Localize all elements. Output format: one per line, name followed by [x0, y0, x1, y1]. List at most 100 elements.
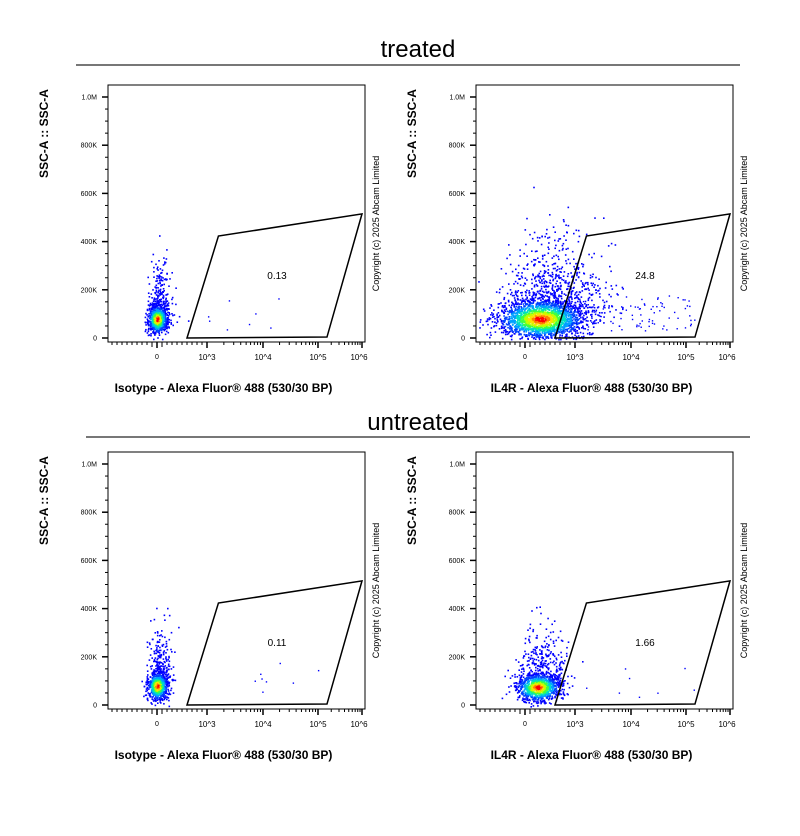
- event-dot: [555, 688, 557, 690]
- event-dot: [574, 297, 576, 300]
- event-dot: [517, 264, 520, 267]
- event-dot: [494, 317, 496, 320]
- event-dot: [553, 333, 555, 336]
- event-dot: [533, 334, 536, 337]
- event-dot: [262, 691, 264, 693]
- event-dot: [536, 312, 539, 314]
- event-dot: [158, 656, 161, 659]
- event-dot: [580, 302, 583, 304]
- event-dot: [525, 298, 527, 301]
- event-dot: [555, 338, 557, 340]
- event-dot: [152, 313, 155, 316]
- event-dot: [166, 320, 169, 323]
- event-dot: [528, 300, 531, 302]
- event-dot: [537, 275, 539, 278]
- event-dot: [164, 671, 166, 674]
- event-dot: [150, 334, 152, 337]
- event-dot: [553, 319, 556, 322]
- event-dot: [576, 271, 578, 274]
- event-dot: [547, 321, 549, 323]
- event-dot: [159, 282, 161, 285]
- event-dot: [170, 322, 172, 324]
- event-dot: [561, 278, 563, 281]
- event-dot: [569, 296, 571, 298]
- event-dot: [556, 290, 558, 292]
- event-dot: [149, 693, 152, 695]
- event-dot: [154, 300, 157, 302]
- event-dot: [523, 317, 525, 319]
- event-dot: [158, 299, 161, 301]
- event-dot: [168, 705, 171, 708]
- event-dot: [270, 327, 272, 329]
- event-dot: [569, 326, 571, 329]
- event-dot: [570, 296, 573, 299]
- event-dot: [559, 271, 561, 273]
- event-dot: [146, 309, 149, 312]
- event-dot: [537, 315, 540, 318]
- event-dot: [603, 304, 606, 307]
- event-dot: [605, 281, 607, 284]
- event-dot: [546, 319, 549, 322]
- event-dot: [532, 305, 534, 308]
- event-dot: [540, 308, 542, 310]
- event-dot: [518, 318, 521, 320]
- event-dot: [538, 315, 541, 317]
- event-dot: [651, 320, 654, 322]
- event-dot: [155, 314, 158, 317]
- event-dot: [515, 303, 518, 306]
- event-dot: [533, 673, 536, 676]
- event-dot: [568, 324, 571, 327]
- event-dot: [587, 287, 589, 290]
- event-dot: [156, 688, 159, 690]
- event-dot: [578, 291, 581, 293]
- event-dot: [499, 318, 502, 321]
- event-dot: [490, 314, 492, 316]
- event-dot: [545, 270, 547, 273]
- event-dot: [562, 219, 565, 221]
- event-dot: [554, 319, 556, 322]
- event-dot: [158, 329, 160, 332]
- event-dot: [565, 294, 567, 296]
- event-dot: [168, 699, 170, 702]
- event-dot: [514, 280, 517, 283]
- event-dot: [554, 277, 557, 280]
- event-dot: [149, 324, 152, 327]
- event-dot: [520, 307, 523, 309]
- event-dot: [599, 296, 601, 298]
- event-dot: [554, 681, 557, 684]
- event-dot: [152, 684, 155, 687]
- event-dot: [585, 233, 588, 236]
- event-dot: [150, 260, 153, 263]
- event-dot: [165, 684, 168, 686]
- event-dot: [543, 313, 545, 316]
- event-dot: [548, 306, 550, 309]
- event-dot: [156, 689, 159, 692]
- event-dot: [563, 325, 565, 327]
- event-dot: [172, 666, 175, 668]
- event-dot: [160, 298, 162, 301]
- event-dot: [577, 298, 580, 300]
- event-dot: [159, 681, 162, 684]
- event-dot: [553, 327, 556, 330]
- event-dot: [531, 336, 533, 338]
- event-dot: [511, 314, 513, 316]
- event-dot: [543, 281, 545, 283]
- x-tick-label: 0: [523, 354, 527, 361]
- event-dot: [527, 313, 529, 316]
- event-dot: [561, 317, 563, 319]
- event-dot: [527, 304, 530, 307]
- event-dot: [526, 319, 529, 321]
- event-dot: [585, 305, 587, 308]
- event-dot: [553, 291, 556, 293]
- event-dot: [536, 285, 539, 287]
- event-dot: [515, 302, 517, 305]
- event-dot: [610, 330, 613, 332]
- event-dot: [537, 304, 540, 307]
- event-dot: [549, 323, 552, 325]
- event-dot: [156, 280, 158, 282]
- event-dot: [165, 327, 167, 330]
- event-dot: [168, 327, 170, 329]
- event-dot: [159, 685, 161, 688]
- event-dot: [604, 307, 606, 309]
- gate-percentage: 0.13: [267, 271, 287, 282]
